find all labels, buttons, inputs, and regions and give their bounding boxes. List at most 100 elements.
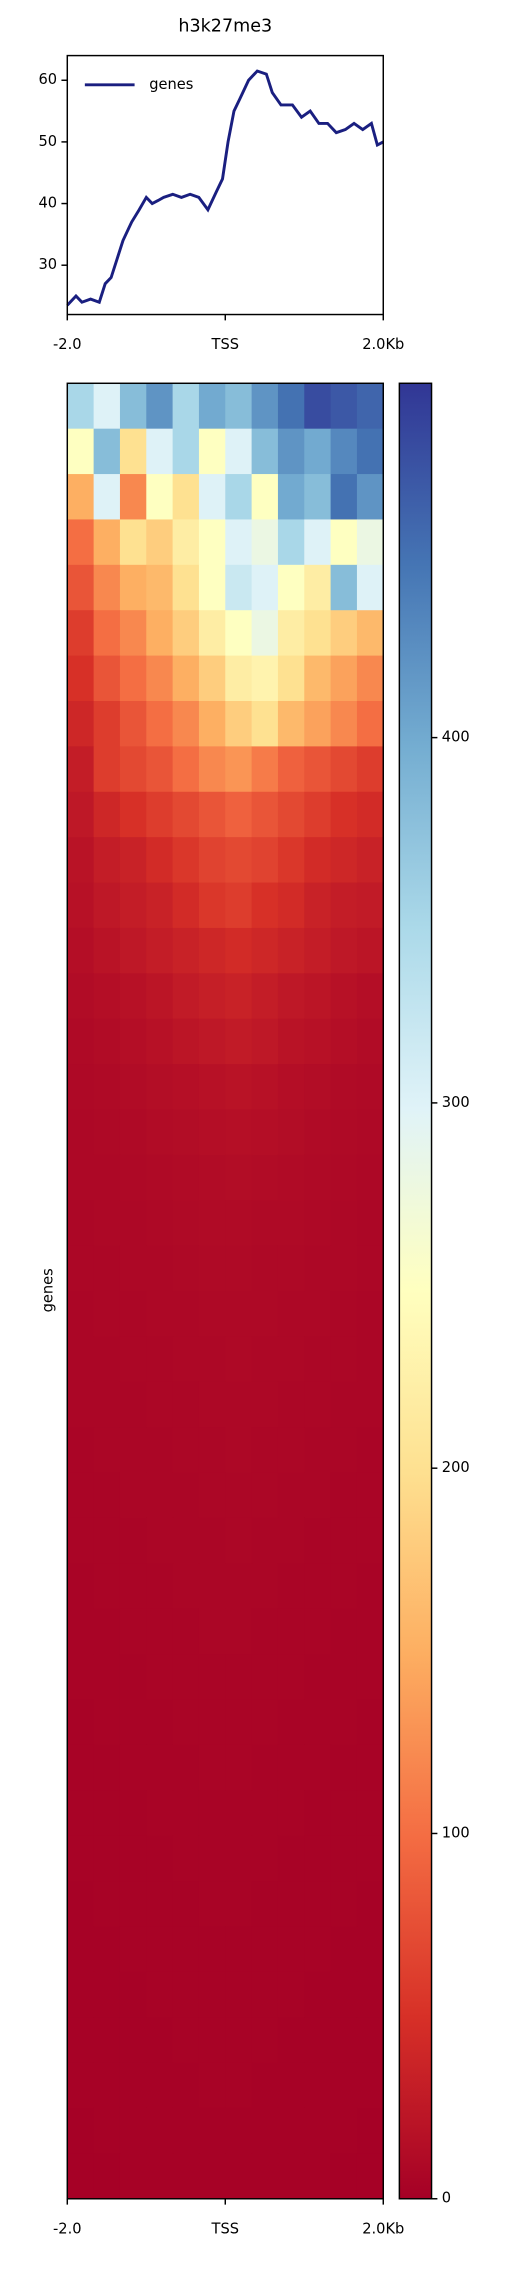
heatmap-cell: [198, 1971, 226, 2018]
heatmap-cell: [277, 1835, 305, 1882]
heatmap-cell: [277, 1381, 305, 1428]
heatmap-cell: [304, 837, 332, 883]
heatmap-cell: [225, 1654, 253, 1700]
heatmap-cell: [93, 1563, 121, 1610]
heatmap-cell: [93, 610, 121, 657]
heatmap-cell: [146, 428, 174, 475]
heatmap-cell: [119, 1608, 147, 1655]
heatmap-cell: [356, 746, 384, 793]
heatmap-cell: [330, 1563, 358, 1610]
heatmap-cell: [304, 882, 332, 929]
heatmap-cell: [93, 564, 121, 611]
heatmap-cell: [251, 1835, 279, 1882]
heatmap-cell: [356, 1245, 384, 1292]
heatmap-cell: [198, 1336, 226, 1383]
heatmap-cell: [67, 1608, 95, 1655]
heatmap-cell: [251, 1472, 279, 1519]
heatmap-cell: [251, 791, 279, 838]
heatmap-cell: [119, 2062, 147, 2109]
heatmap-cell: [93, 2153, 121, 2200]
heatmap-cell: [172, 1291, 200, 1337]
heatmap-cell: [251, 428, 279, 475]
heatmap-cell: [93, 519, 121, 566]
heatmap-cell: [198, 1563, 226, 1610]
heatmap-cell: [304, 1654, 332, 1700]
heatmap-cell: [198, 1472, 226, 1519]
heatmap-cell: [93, 1200, 121, 1247]
heatmap-cell: [119, 383, 147, 430]
heatmap-cell: [93, 927, 121, 974]
heatmap-cell: [304, 519, 332, 566]
heatmap-cell: [277, 1608, 305, 1655]
heatmap-cell: [356, 1926, 384, 1973]
heatmap-cell: [146, 1245, 174, 1292]
heatmap-cell: [356, 1472, 384, 1519]
heatmap-cell: [146, 2017, 174, 2064]
heatmap-cell: [277, 1654, 305, 1700]
heatmap-cell: [198, 837, 226, 883]
heatmap-cell: [277, 1200, 305, 1247]
heatmap-cell: [119, 1018, 147, 1065]
heatmap-cell: [67, 1064, 95, 1110]
heatmap-cell: [356, 1881, 384, 1927]
heatmap-cell: [67, 1517, 95, 1564]
heatmap-cell: [119, 1881, 147, 1927]
heatmap-cell: [146, 1291, 174, 1337]
heatmap-cell: [225, 2017, 253, 2064]
heatmap-cell: [119, 1154, 147, 1201]
heatmap-cell: [225, 655, 253, 702]
heatmap-cell: [225, 1018, 253, 1065]
heatmap-cell: [251, 474, 279, 520]
heatmap-cell: [146, 1427, 174, 1474]
heatmap-cell: [304, 1881, 332, 1927]
heatmap-cell: [277, 1744, 305, 1791]
heatmap-cell: [172, 2107, 200, 2154]
heatmap-cell: [356, 1018, 384, 1065]
heatmap-cell: [225, 2107, 253, 2154]
heatmap-cell: [67, 1427, 95, 1474]
heatmap-cell: [251, 1154, 279, 1201]
heatmap-cell: [198, 1835, 226, 1882]
heatmap-cell: [119, 1563, 147, 1610]
heatmap-cell: [277, 564, 305, 611]
heatmap-cell: [119, 1245, 147, 1292]
heatmap-cell: [330, 746, 358, 793]
heatmap-cell: [172, 1472, 200, 1519]
heatmap-cell: [67, 655, 95, 702]
heatmap-cell: [93, 1109, 121, 1156]
heatmap-cell: [304, 1472, 332, 1519]
heatmap-cell: [330, 1744, 358, 1791]
y-tick-label: 30: [38, 256, 57, 273]
heatmap-cell: [172, 1154, 200, 1201]
heatmap-cell: [67, 1472, 95, 1519]
heatmap-cell: [330, 837, 358, 883]
heatmap-cell: [225, 1835, 253, 1882]
heatmap-cell: [330, 1881, 358, 1927]
heatmap-cell: [251, 1109, 279, 1156]
heatmap-cell: [67, 927, 95, 974]
heatmap-cell: [119, 2107, 147, 2154]
heatmap-cell: [330, 474, 358, 520]
heatmap-cell: [251, 519, 279, 566]
heatmap-cell: [93, 1381, 121, 1428]
heatmap-cell: [93, 1608, 121, 1655]
heatmap-cell: [198, 1608, 226, 1655]
heatmap-cell: [146, 1154, 174, 1201]
heatmap-cell: [146, 1971, 174, 2018]
heatmap-cell: [146, 1018, 174, 1065]
heatmap-cell: [356, 973, 384, 1020]
heatmap-cell: [93, 1291, 121, 1337]
heatmap-cell: [93, 2107, 121, 2154]
heatmap-cell: [198, 1381, 226, 1428]
heatmap-cell: [356, 1699, 384, 1746]
heatmap-cell: [67, 882, 95, 929]
heatmap-cell: [119, 2017, 147, 2064]
y-tick-label: 50: [38, 133, 57, 150]
heatmap-cell: [225, 1291, 253, 1337]
heatmap-cell: [93, 1835, 121, 1882]
heatmap-cell: [67, 610, 95, 657]
heatmap-cell: [198, 791, 226, 838]
heatmap-cell: [277, 1926, 305, 1973]
heatmap-cell: [146, 1790, 174, 1837]
heatmap-cell: [251, 1971, 279, 2018]
